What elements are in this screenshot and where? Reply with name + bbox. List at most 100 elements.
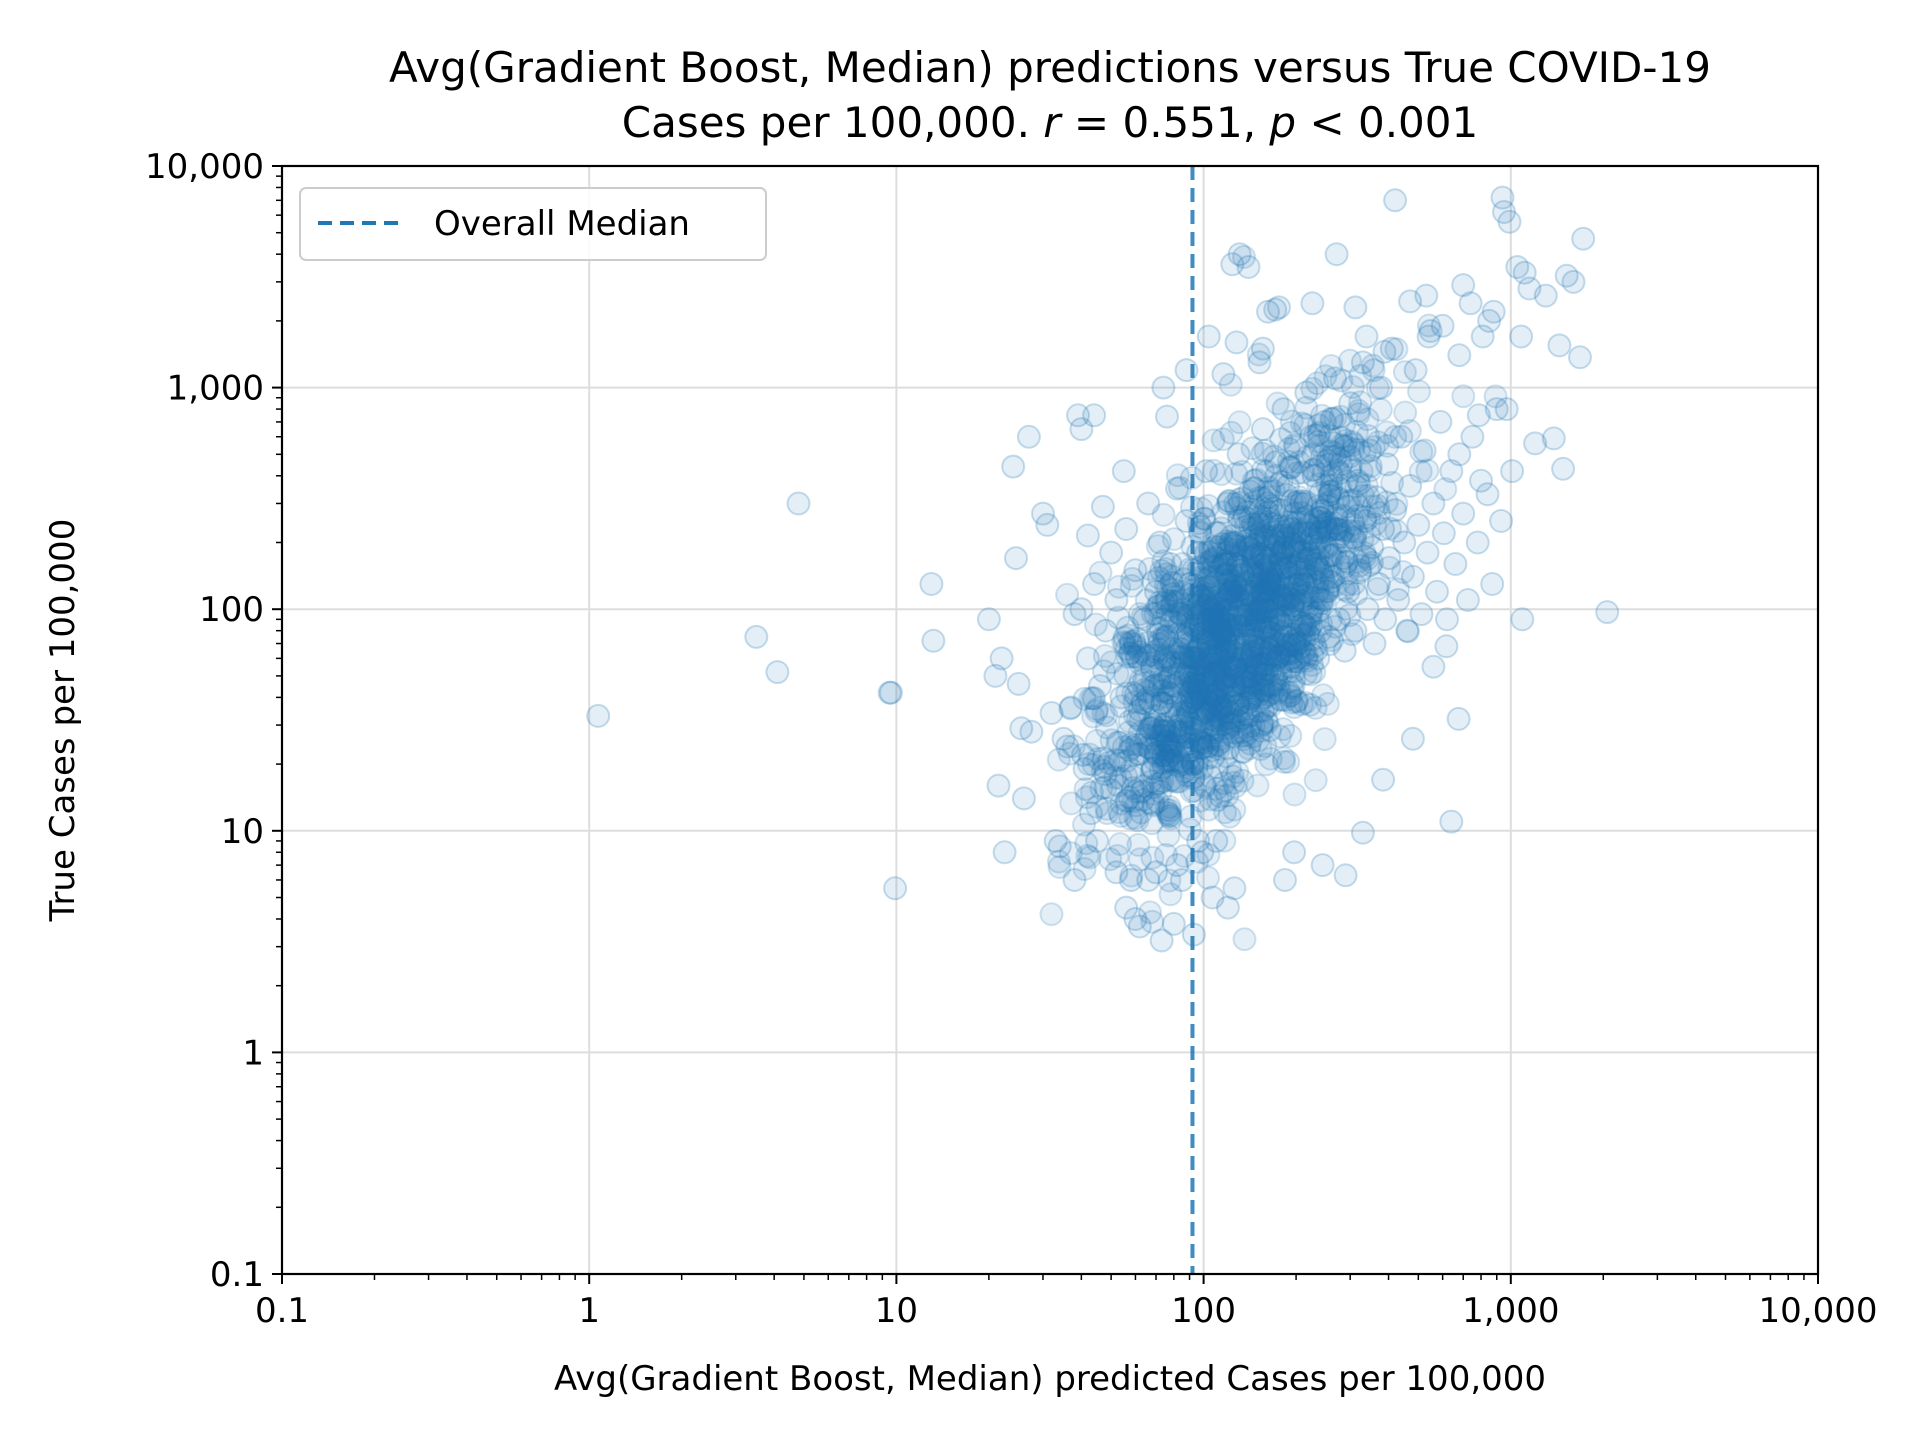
data-point	[1119, 757, 1144, 782]
data-point	[1286, 650, 1311, 675]
data-point	[1158, 682, 1183, 707]
data-point	[1278, 633, 1302, 657]
data-point	[1403, 358, 1428, 383]
data-point	[1397, 419, 1422, 443]
data-point	[1217, 489, 1242, 514]
data-point	[1160, 767, 1184, 792]
data-point	[1238, 638, 1262, 663]
data-point	[1155, 653, 1180, 678]
data-point	[1120, 566, 1145, 591]
data-point	[1475, 482, 1500, 507]
data-point	[1160, 673, 1185, 698]
data-point	[1157, 698, 1181, 723]
data-point	[1117, 738, 1142, 763]
data-point	[1124, 732, 1149, 757]
data-point	[1241, 551, 1266, 576]
data-point	[1043, 828, 1068, 853]
data-point	[1210, 532, 1234, 556]
data-point	[1217, 620, 1242, 645]
data-point	[1220, 578, 1245, 603]
data-point	[1365, 576, 1390, 601]
data-point	[1163, 719, 1188, 744]
data-point	[1303, 508, 1327, 533]
data-point	[1315, 448, 1340, 473]
data-point	[1203, 570, 1228, 595]
data-point	[1151, 375, 1176, 400]
data-point	[1271, 749, 1296, 774]
data-point	[1216, 540, 1240, 565]
data-point	[1303, 633, 1328, 658]
data-point	[1363, 512, 1387, 537]
data-point	[1203, 715, 1228, 740]
data-point	[1328, 404, 1353, 429]
data-point	[1220, 587, 1245, 612]
data-point	[1158, 768, 1183, 793]
data-point	[1268, 552, 1293, 577]
data-point	[1283, 633, 1308, 658]
data-point	[1200, 712, 1225, 737]
data-point	[1244, 658, 1269, 683]
data-point	[1398, 473, 1423, 498]
data-point	[1114, 764, 1139, 789]
data-point	[1189, 726, 1213, 751]
data-point	[1114, 636, 1139, 661]
data-point	[1247, 630, 1272, 654]
data-point	[1075, 646, 1100, 671]
data-point	[1209, 616, 1234, 641]
data-point	[1230, 540, 1255, 565]
data-point	[1240, 664, 1265, 689]
data-point	[1153, 556, 1178, 581]
data-point	[1294, 553, 1319, 578]
data-point	[1219, 614, 1244, 639]
data-point	[1172, 699, 1197, 724]
data-point	[1212, 828, 1237, 853]
data-point	[1301, 442, 1325, 467]
data-point	[1244, 651, 1269, 676]
data-point	[1243, 599, 1268, 624]
x-tick-label: 10	[875, 1291, 918, 1331]
data-point	[1225, 693, 1250, 718]
data-point	[1183, 668, 1208, 693]
data-point	[1238, 516, 1263, 541]
data-point	[1255, 647, 1280, 672]
data-point	[1281, 597, 1306, 622]
data-point	[1335, 469, 1359, 494]
data-point	[1137, 556, 1162, 581]
data-point	[1255, 598, 1280, 623]
data-point	[1206, 661, 1231, 686]
data-point	[1267, 566, 1292, 591]
data-point	[1297, 617, 1322, 642]
data-point	[1252, 662, 1277, 687]
data-point	[1283, 572, 1308, 597]
data-point	[1099, 778, 1124, 803]
data-point	[1104, 860, 1129, 885]
data-point	[1421, 654, 1446, 679]
data-point	[1144, 724, 1169, 749]
data-point	[1228, 490, 1252, 515]
data-point	[1253, 497, 1278, 522]
data-point	[1250, 486, 1275, 511]
data-point	[1153, 737, 1178, 762]
data-point	[1156, 804, 1181, 829]
data-point	[1126, 741, 1151, 766]
data-point	[1264, 586, 1289, 611]
data-point	[1273, 574, 1298, 599]
data-point	[1213, 684, 1237, 709]
data-point	[1222, 673, 1247, 698]
data-point	[1257, 572, 1282, 596]
data-point	[1362, 435, 1386, 460]
data-point	[1116, 623, 1141, 648]
data-point	[1227, 614, 1252, 639]
data-point	[1107, 730, 1132, 755]
data-point	[1134, 588, 1159, 613]
data-point	[1290, 589, 1315, 614]
data-point	[1305, 371, 1330, 396]
data-point	[1075, 523, 1100, 548]
data-point	[1188, 730, 1213, 755]
data-point	[1131, 787, 1156, 812]
chart-title-line1: Avg(Gradient Boost, Median) predictions …	[389, 43, 1711, 92]
data-point	[1213, 548, 1238, 573]
data-point	[1189, 679, 1213, 704]
data-point	[1193, 699, 1218, 723]
data-point	[1236, 702, 1261, 727]
